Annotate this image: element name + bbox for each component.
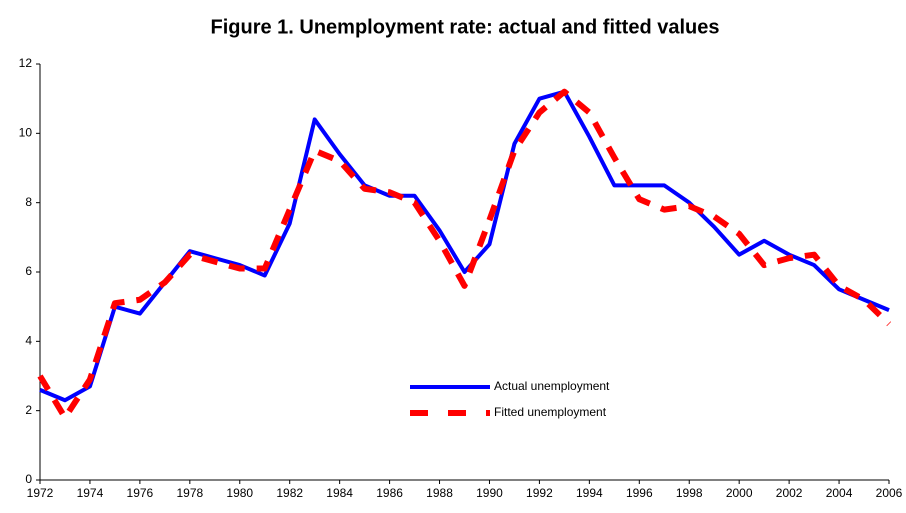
- x-tick-label: 1996: [626, 486, 653, 500]
- x-tick-label: 2006: [876, 486, 903, 500]
- y-tick-label: 10: [19, 126, 33, 140]
- x-tick-label: 1974: [77, 486, 104, 500]
- x-tick-label: 1990: [476, 486, 503, 500]
- x-tick-label: 1980: [226, 486, 253, 500]
- series-line: [39, 89, 890, 403]
- x-tick-label: 1972: [27, 486, 54, 500]
- x-tick-label: 1994: [576, 486, 603, 500]
- x-tick-label: 2000: [726, 486, 753, 500]
- y-tick-label: 2: [25, 403, 32, 417]
- x-tick-label: 1992: [526, 486, 553, 500]
- y-tick-label: 8: [25, 195, 32, 209]
- x-tick-label: 1978: [176, 486, 203, 500]
- y-tick-label: 0: [25, 472, 32, 486]
- x-tick-label: 1976: [127, 486, 154, 500]
- y-tick-label: 4: [25, 334, 32, 348]
- x-tick-label: 1982: [276, 486, 303, 500]
- chart-title: Figure 1. Unemployment rate: actual and …: [210, 16, 719, 38]
- legend-label: Fitted unemployment: [494, 405, 607, 419]
- x-tick-label: 1988: [426, 486, 453, 500]
- x-tick-label: 2002: [776, 486, 803, 500]
- legend-label: Actual unemployment: [494, 379, 610, 393]
- x-tick-label: 2004: [826, 486, 853, 500]
- x-tick-label: 1984: [326, 486, 353, 500]
- x-tick-label: 1986: [376, 486, 403, 500]
- y-tick-label: 6: [25, 264, 32, 278]
- y-tick-label: 12: [19, 56, 33, 70]
- x-tick-label: 1998: [676, 486, 703, 500]
- series-line: [37, 88, 892, 421]
